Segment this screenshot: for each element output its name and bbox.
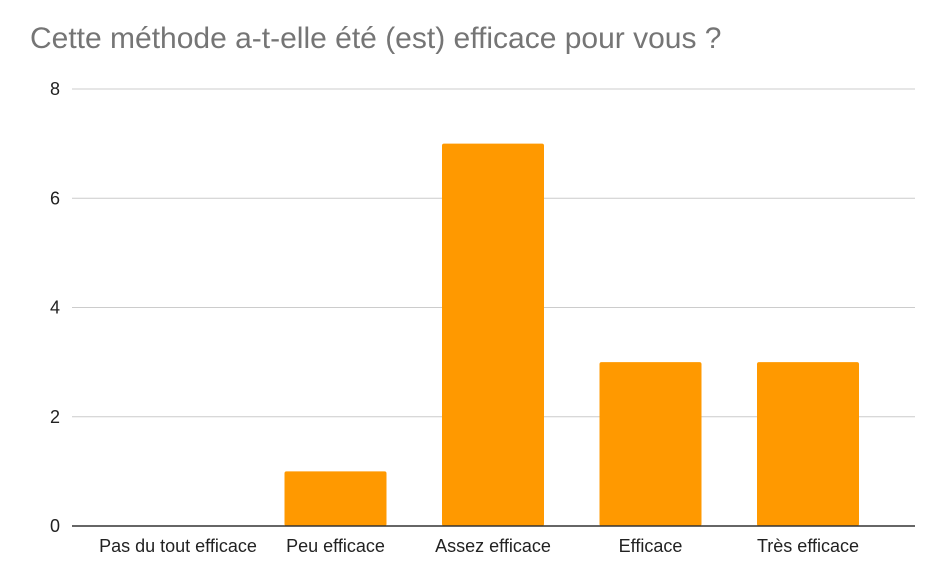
x-category-label: Efficace bbox=[619, 536, 683, 556]
bar bbox=[599, 362, 702, 526]
bar bbox=[284, 471, 387, 526]
x-category-label: Peu efficace bbox=[286, 536, 385, 556]
y-tick-label: 6 bbox=[50, 188, 60, 208]
x-axis-labels: Pas du tout efficace Peu efficace Assez ef… bbox=[99, 536, 859, 556]
x-category-label: Assez efficace bbox=[435, 536, 551, 556]
x-category-label: Très efficace bbox=[757, 536, 859, 556]
bars bbox=[284, 143, 859, 526]
bar bbox=[757, 362, 859, 526]
y-tick-label: 0 bbox=[50, 516, 60, 536]
bar bbox=[442, 143, 544, 526]
y-tick-label: 8 bbox=[50, 79, 60, 99]
y-tick-label: 4 bbox=[50, 298, 60, 318]
y-tick-label: 2 bbox=[50, 407, 60, 427]
x-category-label: Pas du tout efficace bbox=[99, 536, 257, 556]
chart-title: Cette méthode a-t-elle été (est) efficac… bbox=[30, 22, 722, 55]
y-axis-ticks: 0 2 4 6 8 bbox=[50, 79, 60, 536]
